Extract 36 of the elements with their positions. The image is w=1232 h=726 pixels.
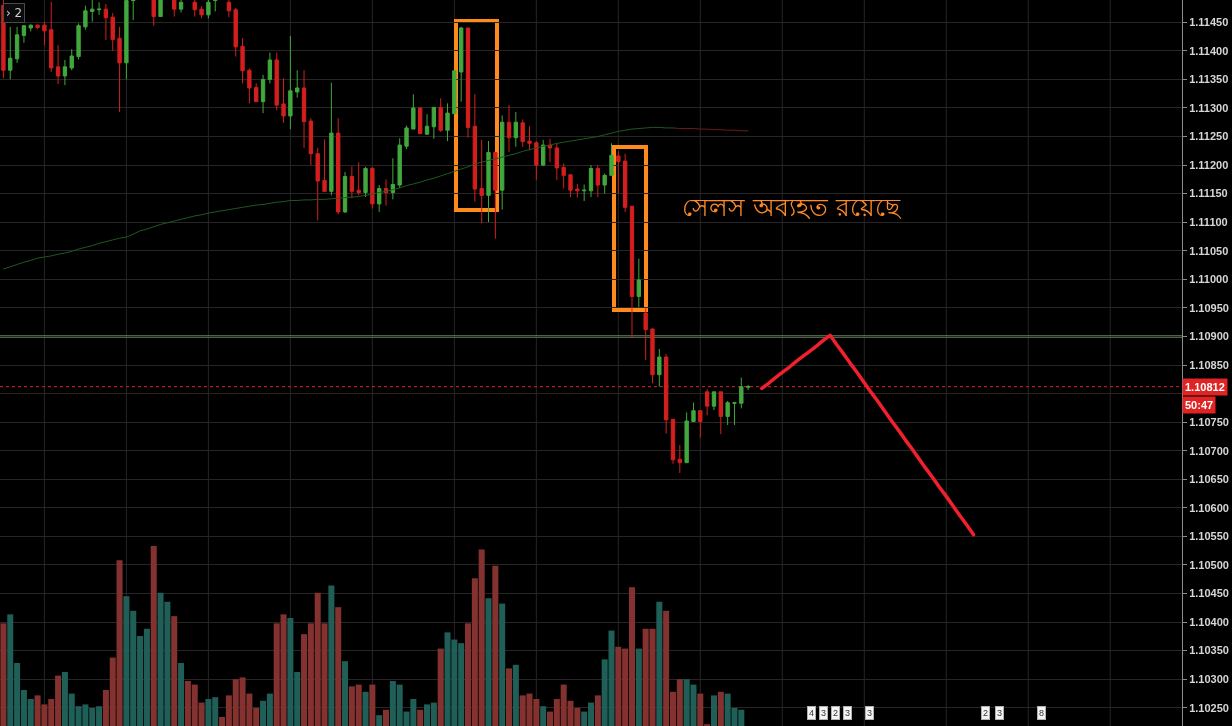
y-tick-label: 1.10850 [1189,358,1229,371]
y-tick-label: 1.10250 [1189,701,1229,714]
y-tick-label: 1.11300 [1189,101,1229,114]
y-tick-label: 1.10450 [1189,587,1229,600]
annotation: 4 [809,708,815,718]
annotation: 2 [833,708,839,718]
text: 50:47 [1185,399,1214,411]
y-tick-label: 1.10950 [1189,301,1229,314]
y-tick-label: 1.10650 [1189,473,1229,486]
y-tick-label: 1.10750 [1189,415,1229,428]
ref-line-label: 1.10812 [1185,381,1225,393]
annotation: 8 [1039,708,1045,718]
y-tick-label: 1.11200 [1189,158,1229,171]
y-tick-label: 1.10400 [1189,615,1229,628]
annotation: 3 [845,708,851,718]
y-tick-label: 1.11400 [1189,44,1229,57]
annotation: সেলস অব্যহত রয়েছে [682,193,902,222]
y-tick-label: 1.10300 [1189,673,1229,686]
y-tick-label: 1.10500 [1189,558,1229,571]
y-tick-label: 1.10600 [1189,501,1229,514]
y-tick-label: 1.10700 [1189,444,1229,457]
y-tick-label: 1.10550 [1189,530,1229,543]
y-tick-label: 1.11350 [1189,73,1229,86]
annotation: 3 [821,708,827,718]
y-tick-label: 1.11100 [1189,216,1228,229]
y-tick-label: 1.11000 [1189,273,1229,286]
y-tick-label: 1.11250 [1189,130,1229,143]
y-tick-label: 1.11450 [1189,16,1229,29]
annotation: › 2 [6,6,23,20]
y-tick-label: 1.11150 [1189,187,1228,200]
annotation: 3 [997,708,1003,718]
y-tick-label: 1.10900 [1189,330,1229,343]
y-tick-label: 1.11050 [1189,244,1229,257]
y-tick-label: 1.10350 [1189,644,1229,657]
annotation: 3 [867,708,873,718]
annotation: 2 [983,708,989,718]
